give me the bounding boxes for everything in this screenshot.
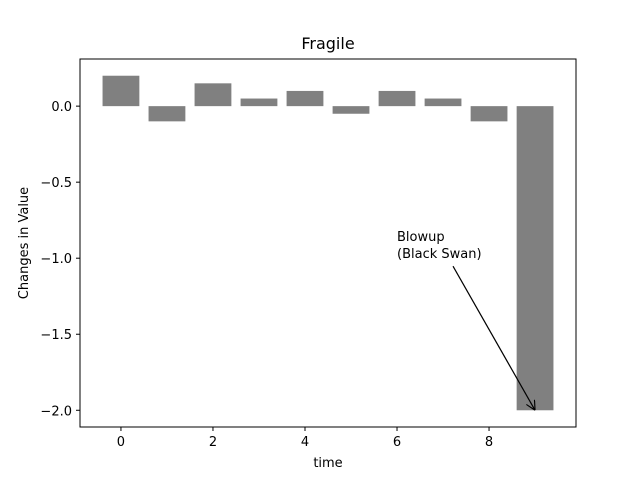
y-axis-label: Changes in Value [17,187,32,299]
y-tick-label: 0.0 [51,100,72,115]
y-tick-label: −1.0 [40,252,72,267]
bar [148,106,186,122]
x-tick-label: 6 [393,435,401,450]
bar [240,98,278,107]
bar [424,98,462,107]
annotation-text: Blowup [397,230,445,245]
bar [194,83,232,107]
chart-title: Fragile [301,34,354,53]
y-tick-label: −1.5 [40,328,72,343]
plot-frame [79,58,577,428]
annotation-text: (Black Swan) [397,247,482,262]
y-tick-label: −0.5 [40,176,72,191]
bar [332,106,370,114]
bar [102,75,140,107]
bar [286,90,324,107]
x-tick-label: 4 [301,435,309,450]
x-axis-label: time [313,456,342,471]
x-tick-label: 2 [209,435,217,450]
x-tick-label: 0 [117,435,125,450]
x-tick-label: 8 [485,435,493,450]
annotation-arrow [452,265,535,410]
bar [378,90,416,107]
bar [470,106,508,122]
bar [516,106,554,411]
y-tick-label: −2.0 [40,404,72,419]
